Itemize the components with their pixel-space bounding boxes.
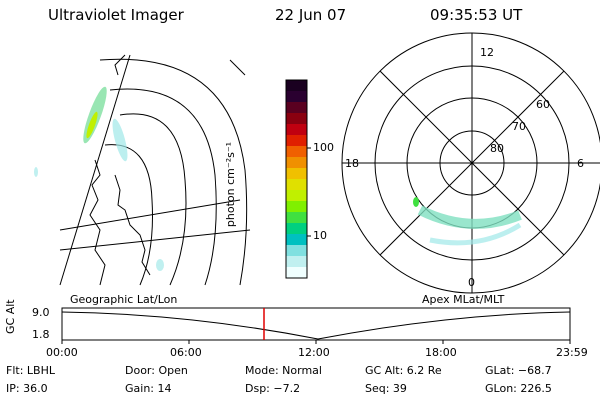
info-glat: GLat: −68.7: [485, 364, 552, 377]
info-gain: Gain: 14: [125, 382, 172, 395]
info-ip: IP: 36.0: [6, 382, 48, 395]
colorbar-segment: [286, 234, 307, 246]
orbit-xtick-2: 12:00: [298, 346, 330, 359]
colorbar-segment: [286, 223, 307, 235]
info-filter: Flt: LBHL: [6, 364, 55, 377]
colorbar-segment: [286, 135, 307, 147]
info-gc-alt: GC Alt: 6.2 Re: [365, 364, 442, 377]
lat-label-70: 70: [512, 120, 526, 133]
colorbar-segment: [286, 168, 307, 180]
mlt-label-0: 0: [468, 276, 475, 289]
colorbar-segment: [286, 146, 307, 158]
colorbar-segment: [286, 157, 307, 169]
date-label: 22 Jun 07: [275, 6, 347, 24]
app-title: Ultraviolet Imager: [48, 6, 184, 24]
info-seq: Seq: 39: [365, 382, 407, 395]
info-glon: GLon: 226.5: [485, 382, 552, 395]
mlt-label-6: 6: [577, 157, 584, 170]
orbit-ymin: 1.8: [32, 328, 50, 341]
colorbar-segment: [286, 179, 307, 191]
orbit-xtick-4: 23:59: [556, 346, 588, 359]
orbit-xtick-1: 06:00: [170, 346, 202, 359]
colorbar-segment: [286, 113, 307, 125]
colorbar-segment: [286, 256, 307, 268]
colorbar-segment: [286, 91, 307, 103]
orbit-ymax: 9.0: [32, 306, 50, 319]
mlt-label-12: 12: [480, 46, 494, 59]
polar-aurora-emission: [413, 197, 522, 246]
colorbar-segment: [286, 124, 307, 136]
info-door: Door: Open: [125, 364, 188, 377]
info-dsp: Dsp: −7.2: [245, 382, 301, 395]
orbit-xtick-0: 00:00: [46, 346, 78, 359]
colorbar-segment: [286, 267, 307, 279]
mlt-label-18: 18: [345, 157, 359, 170]
lat-label-80: 80: [490, 142, 504, 155]
colorbar-segment: [286, 102, 307, 114]
geo-plot-label: Geographic Lat/Lon: [70, 293, 178, 306]
colorbar-segment: [286, 190, 307, 202]
colorbar-tick-10: 10: [313, 229, 327, 242]
info-mode: Mode: Normal: [245, 364, 322, 377]
orbit-xtick-3: 18:00: [425, 346, 457, 359]
polar-plot-label: Apex MLat/MLT: [422, 293, 505, 306]
colorbar-tick-100: 100: [313, 141, 334, 154]
lat-label-60: 60: [536, 98, 550, 111]
time-label: 09:35:53 UT: [430, 6, 523, 24]
geo-aurora-emission: [34, 86, 164, 271]
colorbar-segment: [286, 212, 307, 224]
colorbar-segment: [286, 245, 307, 257]
orbit-ylabel: GC Alt: [4, 299, 17, 334]
colorbar-segment: [286, 80, 307, 92]
colorbar-segment: [286, 201, 307, 213]
